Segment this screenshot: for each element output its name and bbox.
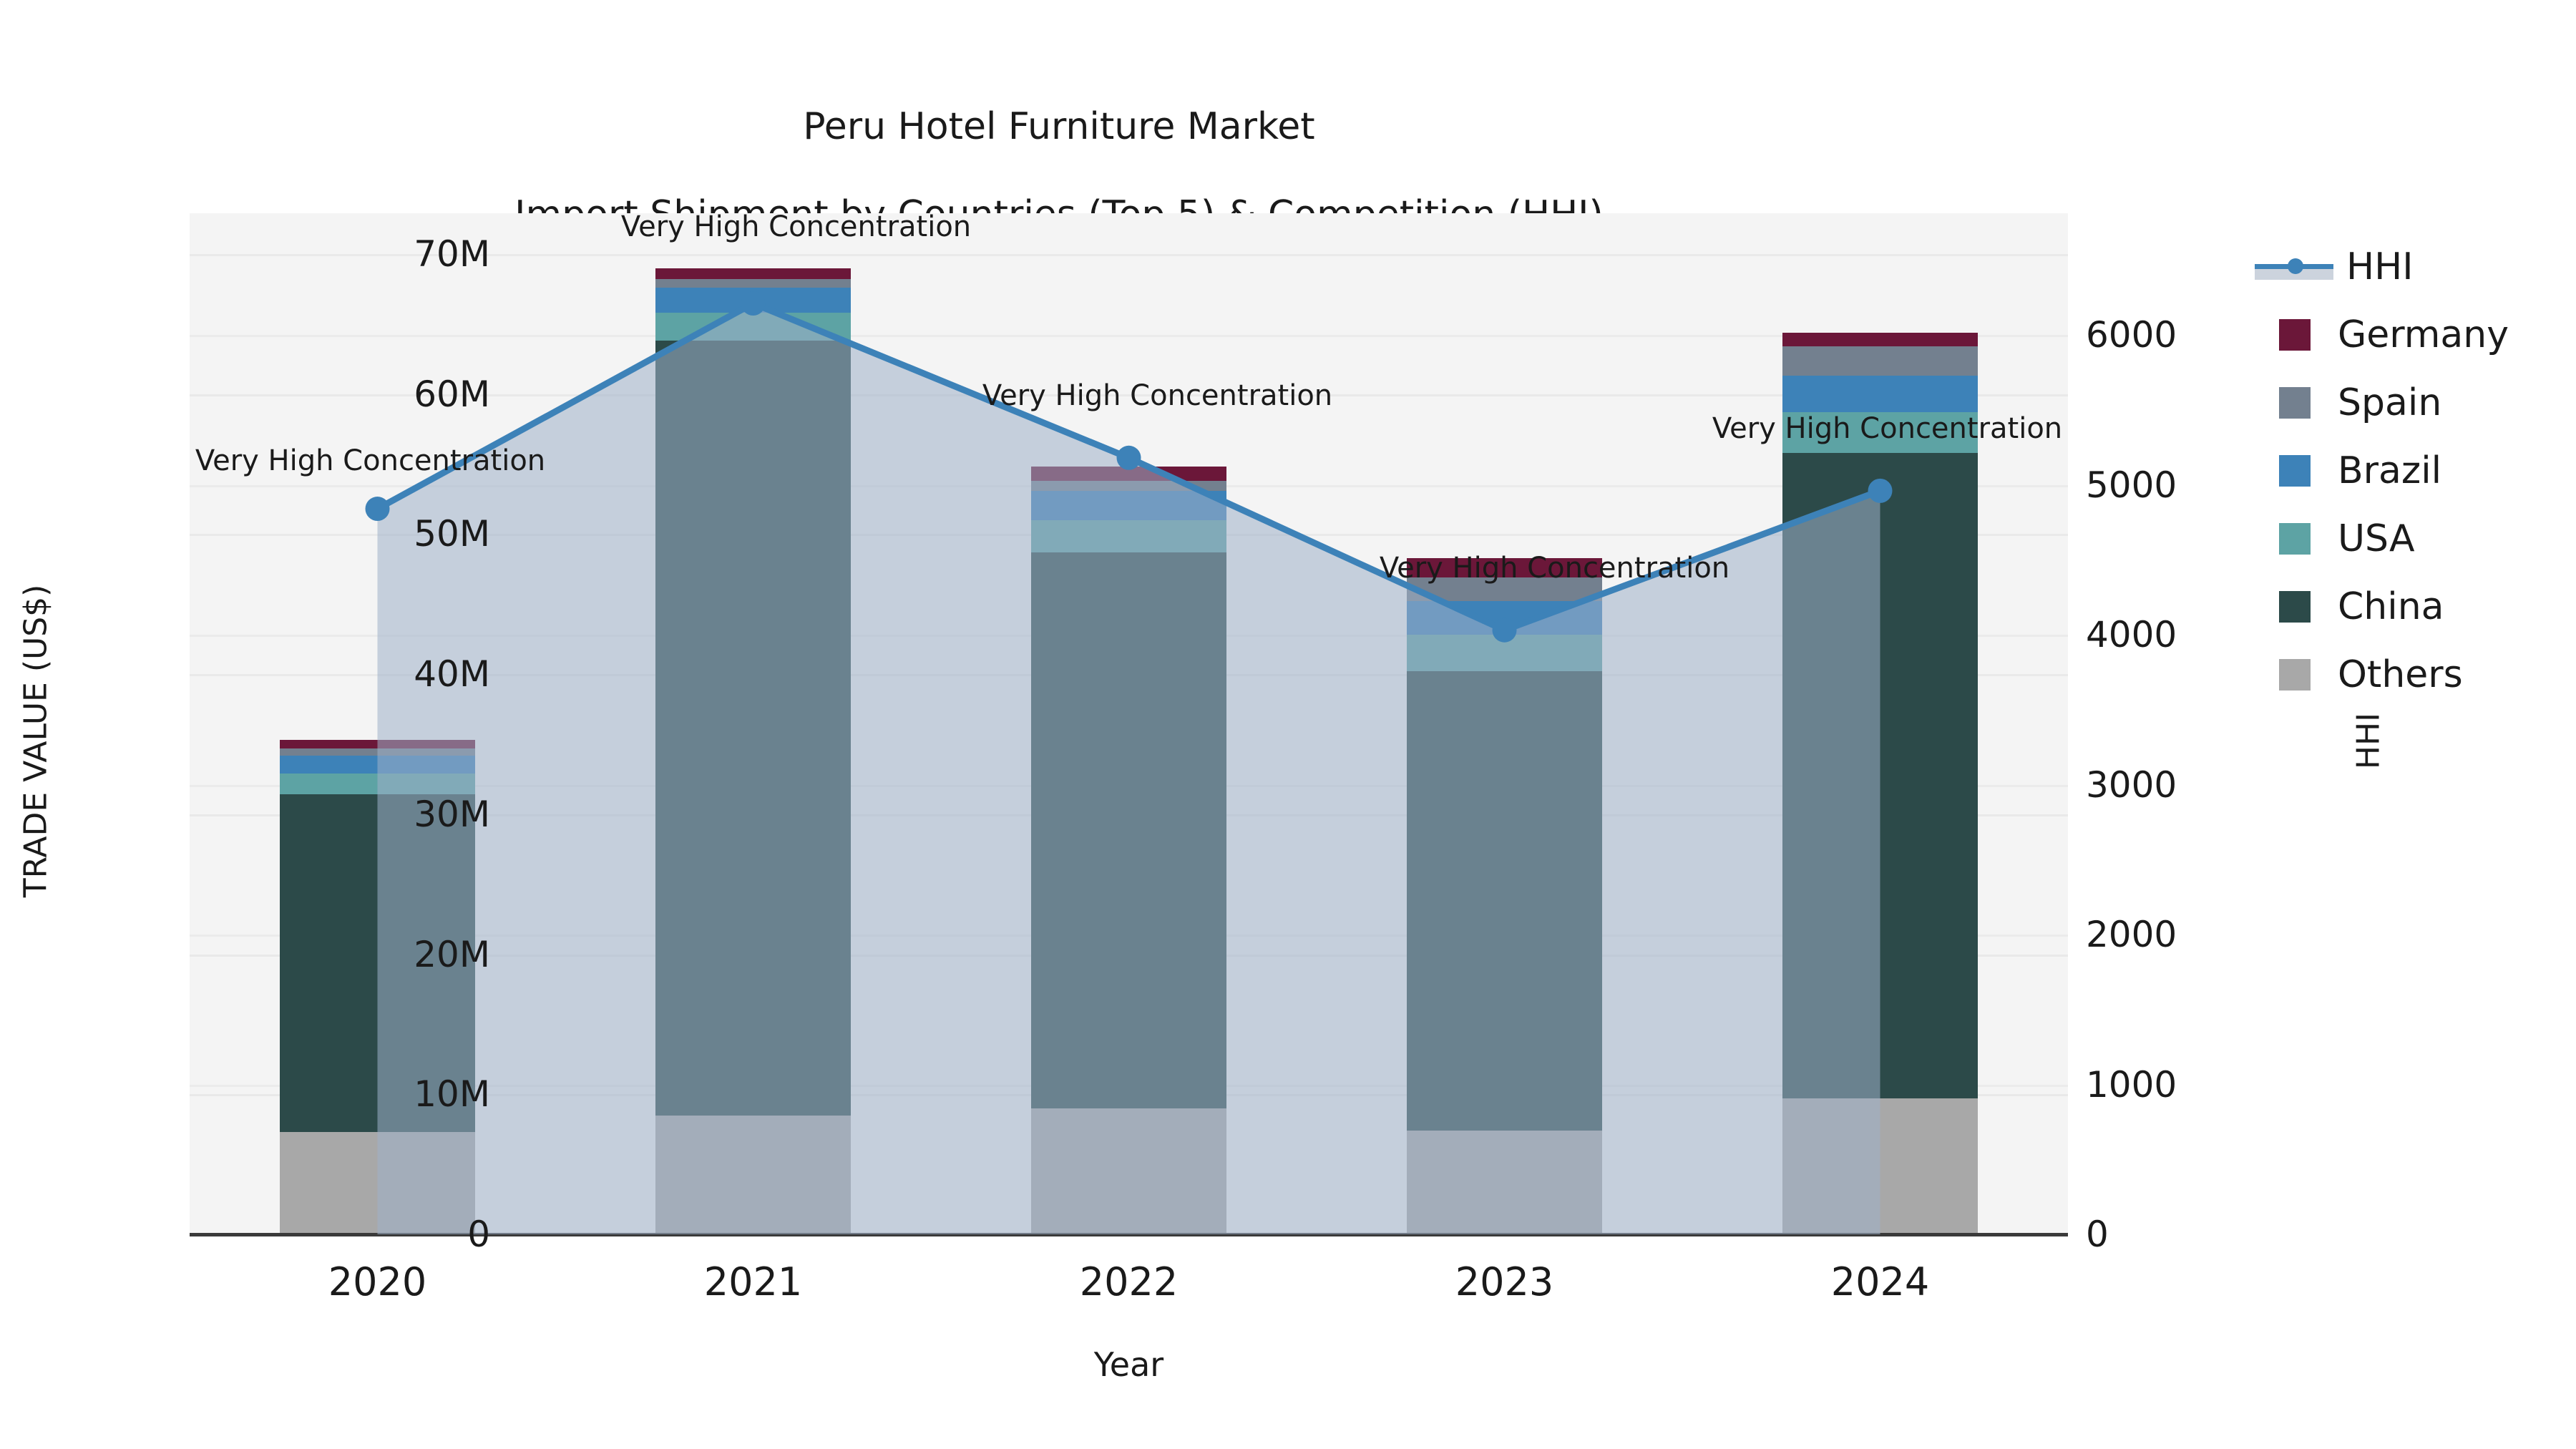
bar-segment-usa-2020 [280,774,475,795]
bar-segment-germany-2024 [1782,332,1978,347]
y-tick-right: 6000 [2086,314,2177,356]
y-tick-left: 10M [414,1073,490,1116]
annotation-2021: Very High Concentration [620,210,972,243]
bar-segment-brazil-2021 [655,287,851,313]
legend-swatch-icon [2279,454,2311,487]
bar-segment-usa-2022 [1031,519,1226,552]
bar-segment-spain-2021 [655,279,851,288]
bar-segment-china-2021 [655,341,851,1116]
legend-label: HHI [2346,245,2414,288]
bar-segment-germany-2022 [1031,467,1226,482]
legend-item-spain[interactable]: Spain [2279,369,2565,436]
annotation-2020: Very High Concentration [195,444,546,478]
legend-label: China [2338,585,2444,628]
legend-label: Spain [2338,381,2442,424]
y-tick-left: 20M [414,933,490,975]
bar-segment-spain-2024 [1782,346,1978,376]
legend-swatch-icon [2279,658,2311,691]
legend-item-hhi[interactable]: HHI [2255,233,2565,301]
y-tick-left: 60M [414,373,490,415]
bar-segment-others-2024 [1782,1098,1978,1234]
y-tick-right: 2000 [2086,914,2177,955]
x-tick-2024: 2024 [1830,1259,1930,1304]
annotation-2022: Very High Concentration [982,379,1333,412]
legend-label: Brazil [2338,449,2442,492]
y-tick-left: 30M [414,793,490,835]
annotation-2024: Very High Concentration [1712,411,2063,445]
x-axis-spine [190,1233,2068,1236]
bar-segment-germany-2020 [280,740,475,748]
legend-item-others[interactable]: Others [2279,640,2565,708]
bar-segment-usa-2023 [1407,635,1602,672]
y-tick-left: 70M [414,233,490,275]
x-tick-2022: 2022 [1079,1259,1179,1304]
legend-label: USA [2338,517,2415,560]
bar-segment-others-2021 [655,1115,851,1234]
y-tick-right: 0 [2086,1214,2109,1255]
x-tick-2023: 2023 [1455,1259,1554,1304]
y-tick-left: 40M [414,653,490,696]
x-axis-title: Year [1093,1345,1164,1384]
bar-segment-spain-2022 [1031,481,1226,491]
y-tick-right: 4000 [2086,614,2177,655]
bar-segment-brazil-2024 [1782,376,1978,413]
y-tick-left: 50M [414,513,490,555]
y-tick-right: 5000 [2086,464,2177,506]
legend-swatch-icon [2279,522,2311,555]
legend-item-brazil[interactable]: Brazil [2279,436,2565,504]
legend-swatch-icon [2279,590,2311,623]
legend-item-usa[interactable]: USA [2279,504,2565,572]
y-tick-right: 1000 [2086,1063,2177,1106]
gridline-left [190,254,2068,256]
chart-title-line1: Peru Hotel Furniture Market [803,105,1315,149]
bar-segment-brazil-2023 [1407,601,1602,635]
bar-segment-others-2023 [1407,1131,1602,1234]
legend: HHI Germany Spain Brazil USA China Others [2255,233,2565,708]
bar-segment-china-2022 [1031,552,1226,1108]
legend-swatch-icon [2279,386,2311,419]
x-tick-2020: 2020 [328,1259,427,1304]
y-tick-left: 0 [467,1214,490,1255]
bar-segment-brazil-2020 [280,755,475,774]
legend-label: Others [2338,653,2463,696]
bar-segment-china-2024 [1782,452,1978,1099]
legend-label: Germany [2338,313,2509,356]
legend-line-marker-icon [2288,258,2303,274]
bar-segment-spain-2020 [280,748,475,756]
annotation-2023: Very High Concentration [1379,551,1730,585]
bar-segment-others-2022 [1031,1108,1226,1234]
y-axis-left-title: TRADE VALUE (US$) [17,584,54,898]
x-tick-2021: 2021 [703,1259,803,1304]
bar-segment-china-2023 [1407,671,1602,1131]
legend-swatch-icon [2279,318,2311,351]
bar-segment-germany-2021 [655,268,851,280]
legend-line-swatch-icon [2255,251,2333,283]
legend-item-china[interactable]: China [2279,572,2565,640]
bar-segment-others-2020 [280,1132,475,1234]
y-tick-right: 3000 [2086,763,2177,806]
legend-item-germany[interactable]: Germany [2279,301,2565,369]
bar-segment-brazil-2022 [1031,490,1226,520]
bar-segment-usa-2021 [655,313,851,341]
